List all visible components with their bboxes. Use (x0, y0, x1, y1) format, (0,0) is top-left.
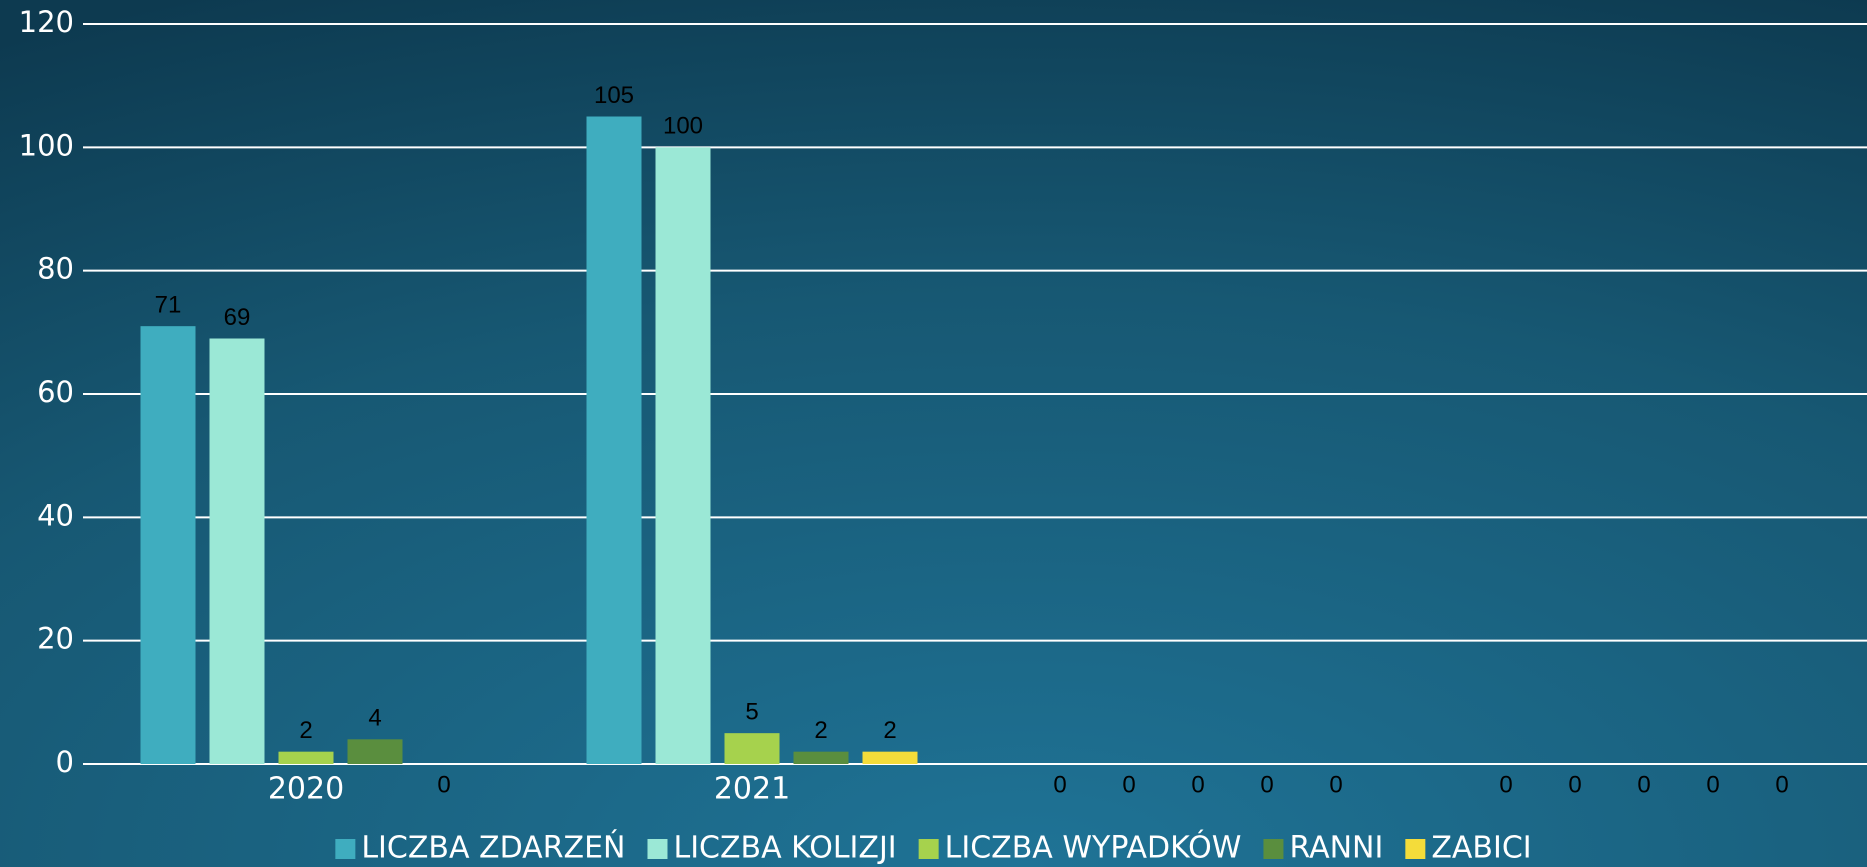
y-tick-label: 20 (37, 622, 74, 656)
y-tick-label: 120 (19, 5, 74, 39)
data-label: 2 (814, 717, 827, 744)
bar (140, 326, 196, 764)
data-label: 105 (594, 82, 634, 109)
data-label: 2 (299, 717, 312, 744)
x-tick-label: 2021 (714, 772, 790, 807)
legend-label: LICZBA KOLIZJI (673, 831, 896, 866)
data-label: 0 (1260, 771, 1273, 798)
data-label: 0 (1053, 771, 1066, 798)
bar (586, 116, 642, 764)
data-label: 0 (1499, 771, 1512, 798)
data-label: 0 (1122, 771, 1135, 798)
data-label: 71 (155, 292, 182, 319)
data-label: 0 (1775, 771, 1788, 798)
data-label: 0 (437, 771, 450, 798)
data-label: 0 (1706, 771, 1719, 798)
legend-swatch (918, 839, 939, 859)
data-label: 0 (1568, 771, 1581, 798)
bar (347, 739, 403, 764)
y-tick-label: 0 (56, 745, 74, 779)
y-tick-label: 60 (37, 375, 74, 409)
y-tick-label: 100 (19, 128, 74, 162)
data-label: 0 (1329, 771, 1342, 798)
data-label: 100 (663, 113, 703, 140)
y-tick-label: 40 (37, 498, 74, 532)
data-label: 5 (745, 699, 758, 726)
bar (655, 147, 711, 765)
legend-swatch (335, 839, 356, 859)
bar (793, 751, 849, 764)
y-tick-label: 80 (37, 252, 74, 286)
legend-label: RANNI (1289, 831, 1383, 866)
bar (209, 338, 265, 764)
legend-swatch (1263, 839, 1284, 859)
bar (724, 733, 780, 764)
data-label: 0 (1637, 771, 1650, 798)
data-label: 69 (224, 304, 251, 331)
legend-swatch (647, 839, 668, 859)
legend-label: LICZBA WYPADKÓW (945, 829, 1242, 866)
data-label: 2 (883, 717, 896, 744)
bar (278, 751, 334, 764)
legend-label: LICZBA ZDARZEŃ (361, 830, 625, 866)
bar (862, 751, 918, 764)
legend-swatch (1405, 839, 1426, 859)
legend-label: ZABICI (1431, 831, 1531, 866)
data-label: 4 (368, 705, 381, 732)
data-label: 0 (1191, 771, 1204, 798)
x-tick-label: 2020 (268, 772, 344, 807)
